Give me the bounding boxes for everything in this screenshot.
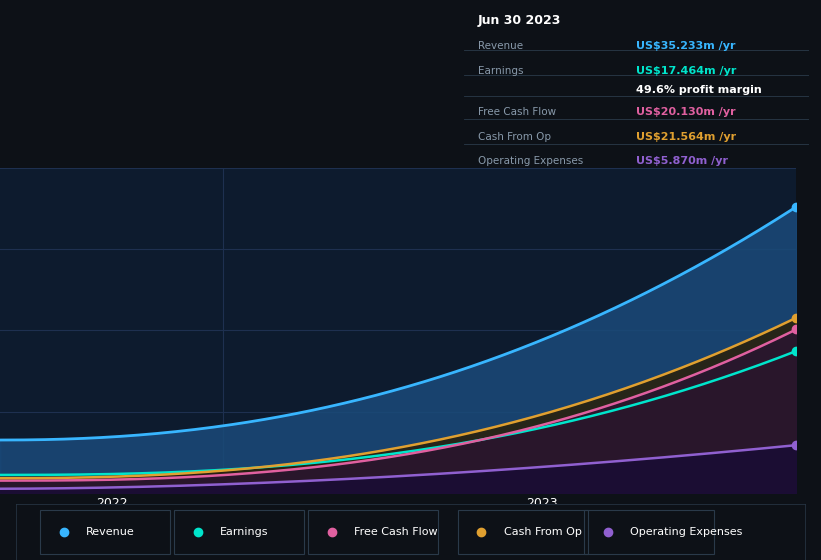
Text: Cash From Op: Cash From Op xyxy=(503,527,581,537)
Text: Revenue: Revenue xyxy=(85,527,135,537)
Text: US$21.564m /yr: US$21.564m /yr xyxy=(636,132,736,142)
Text: Free Cash Flow: Free Cash Flow xyxy=(478,107,556,117)
Text: Operating Expenses: Operating Expenses xyxy=(478,156,583,166)
Text: Jun 30 2023: Jun 30 2023 xyxy=(478,15,561,27)
Text: Cash From Op: Cash From Op xyxy=(478,132,551,142)
Text: Operating Expenses: Operating Expenses xyxy=(630,527,742,537)
Text: 2023: 2023 xyxy=(525,497,557,510)
Text: US$5.870m /yr: US$5.870m /yr xyxy=(636,156,728,166)
Text: Earnings: Earnings xyxy=(220,527,268,537)
Text: US$35.233m /yr: US$35.233m /yr xyxy=(636,41,736,51)
Text: Revenue: Revenue xyxy=(478,41,523,51)
Text: 2022: 2022 xyxy=(96,497,127,510)
Text: Free Cash Flow: Free Cash Flow xyxy=(354,527,438,537)
Text: 49.6% profit margin: 49.6% profit margin xyxy=(636,86,762,95)
Bar xyxy=(584,510,714,554)
Bar xyxy=(458,510,588,554)
Text: US$17.464m /yr: US$17.464m /yr xyxy=(636,66,736,76)
Text: US$20.130m /yr: US$20.130m /yr xyxy=(636,107,736,117)
Bar xyxy=(174,510,304,554)
Bar xyxy=(40,510,170,554)
Bar xyxy=(308,510,438,554)
Text: Earnings: Earnings xyxy=(478,66,523,76)
